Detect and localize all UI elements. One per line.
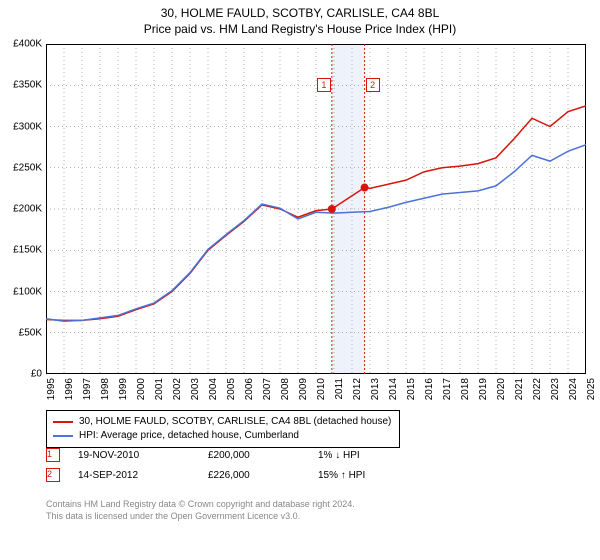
x-tick-label: 2023 xyxy=(550,378,561,400)
sale-marker-box: 1 xyxy=(46,448,60,462)
legend-item: HPI: Average price, detached house, Cumb… xyxy=(53,429,393,443)
x-tick-label: 2003 xyxy=(190,378,201,400)
sale-marker-box: 2 xyxy=(46,468,60,482)
legend-label: HPI: Average price, detached house, Cumb… xyxy=(79,429,299,443)
x-tick-label: 2011 xyxy=(334,378,345,400)
x-tick-label: 2004 xyxy=(208,378,219,400)
x-tick-label: 2015 xyxy=(406,378,417,400)
x-tick-label: 2002 xyxy=(172,378,183,400)
x-tick-label: 2019 xyxy=(478,378,489,400)
x-tick-label: 2001 xyxy=(154,378,165,400)
x-tick-label: 2000 xyxy=(136,378,147,400)
chart-container: 30, HOLME FAULD, SCOTBY, CARLISLE, CA4 8… xyxy=(0,0,600,560)
x-tick-label: 1996 xyxy=(64,378,75,400)
legend-swatch xyxy=(53,435,73,437)
x-tick-label: 2013 xyxy=(370,378,381,400)
x-tick-label: 2020 xyxy=(496,378,507,400)
x-tick-label: 2006 xyxy=(244,378,255,400)
x-tick-label: 1999 xyxy=(118,378,129,400)
x-tick-label: 2007 xyxy=(262,378,273,400)
x-tick-label: 2022 xyxy=(532,378,543,400)
sale-price: £226,000 xyxy=(208,470,318,481)
legend-swatch xyxy=(53,421,73,423)
sale-row-1: 1 19-NOV-2010£200,0001% ↓ HPI xyxy=(46,448,360,462)
x-tick-label: 2021 xyxy=(514,378,525,400)
x-tick-label: 1997 xyxy=(82,378,93,400)
sale-row-2: 2 14-SEP-2012£226,00015% ↑ HPI xyxy=(46,468,365,482)
sale-delta: 15% ↑ HPI xyxy=(318,470,365,481)
y-tick-label: £100K xyxy=(13,286,42,297)
x-tick-label: 1998 xyxy=(100,378,111,400)
x-tick-label: 2025 xyxy=(586,378,597,400)
footer-line-1: Contains HM Land Registry data © Crown c… xyxy=(46,498,355,510)
sale-date: 14-SEP-2012 xyxy=(78,470,208,481)
x-tick-label: 2005 xyxy=(226,378,237,400)
footer-text: Contains HM Land Registry data © Crown c… xyxy=(46,498,355,522)
x-tick-label: 2017 xyxy=(442,378,453,400)
x-tick-label: 2008 xyxy=(280,378,291,400)
x-tick-label: 2024 xyxy=(568,378,579,400)
sale-price: £200,000 xyxy=(208,450,318,461)
x-tick-label: 1995 xyxy=(46,378,57,400)
y-tick-label: £0 xyxy=(31,369,42,380)
chart-svg xyxy=(46,44,586,374)
sale-marker-1: 1 xyxy=(317,78,331,92)
legend-item: 30, HOLME FAULD, SCOTBY, CARLISLE, CA4 8… xyxy=(53,415,393,429)
y-tick-label: £150K xyxy=(13,245,42,256)
y-tick-label: £300K xyxy=(13,121,42,132)
y-tick-label: £50K xyxy=(19,327,42,338)
plot-area: £0£50K£100K£150K£200K£250K£300K£350K£400… xyxy=(46,44,586,374)
x-tick-label: 2012 xyxy=(352,378,363,400)
sale-date: 19-NOV-2010 xyxy=(78,450,208,461)
legend-label: 30, HOLME FAULD, SCOTBY, CARLISLE, CA4 8… xyxy=(79,415,391,429)
x-tick-label: 2014 xyxy=(388,378,399,400)
chart-subtitle: Price paid vs. HM Land Registry's House … xyxy=(0,20,600,40)
y-tick-label: £250K xyxy=(13,162,42,173)
x-tick-label: 2018 xyxy=(460,378,471,400)
sale-delta: 1% ↓ HPI xyxy=(318,450,360,461)
chart-title: 30, HOLME FAULD, SCOTBY, CARLISLE, CA4 8… xyxy=(0,0,600,20)
legend-box: 30, HOLME FAULD, SCOTBY, CARLISLE, CA4 8… xyxy=(46,410,400,448)
y-tick-label: £200K xyxy=(13,204,42,215)
x-tick-label: 2009 xyxy=(298,378,309,400)
sale-marker-2: 2 xyxy=(366,78,380,92)
x-tick-label: 2010 xyxy=(316,378,327,400)
y-tick-label: £350K xyxy=(13,80,42,91)
y-tick-label: £400K xyxy=(13,39,42,50)
footer-line-2: This data is licensed under the Open Gov… xyxy=(46,510,355,522)
x-tick-label: 2016 xyxy=(424,378,435,400)
